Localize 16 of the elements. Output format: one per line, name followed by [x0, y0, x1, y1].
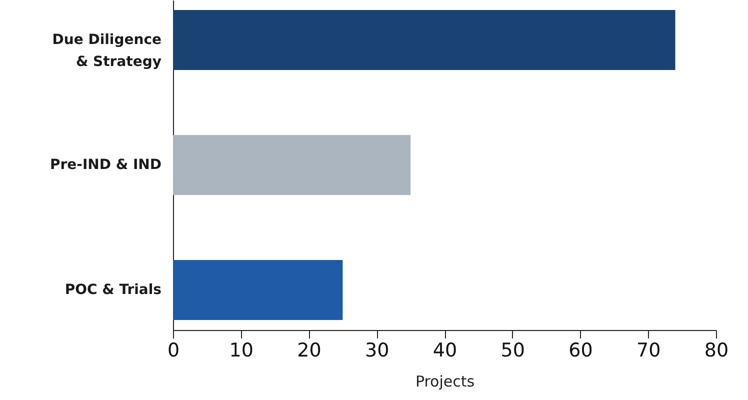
- y-tick-label: POC & Trials: [64, 282, 162, 298]
- bar: [173, 260, 343, 320]
- bar: [173, 135, 411, 195]
- y-tick-label: Pre-IND & IND: [50, 157, 162, 173]
- x-tick-label: 30: [365, 340, 390, 362]
- y-tick-label: Due Diligence & Strategy: [52, 32, 162, 70]
- x-tick-label: 0: [167, 340, 180, 362]
- bar: [173, 10, 676, 70]
- x-tick-label: 20: [297, 340, 322, 362]
- x-tick-label: 40: [432, 340, 458, 362]
- x-tick-label: 60: [568, 340, 593, 362]
- x-tick-label: 70: [636, 340, 661, 362]
- x-tick-label: 80: [704, 340, 729, 362]
- x-axis-title: Projects: [415, 372, 475, 390]
- x-tick-label: 50: [500, 340, 525, 362]
- x-tick-label: 10: [229, 340, 254, 362]
